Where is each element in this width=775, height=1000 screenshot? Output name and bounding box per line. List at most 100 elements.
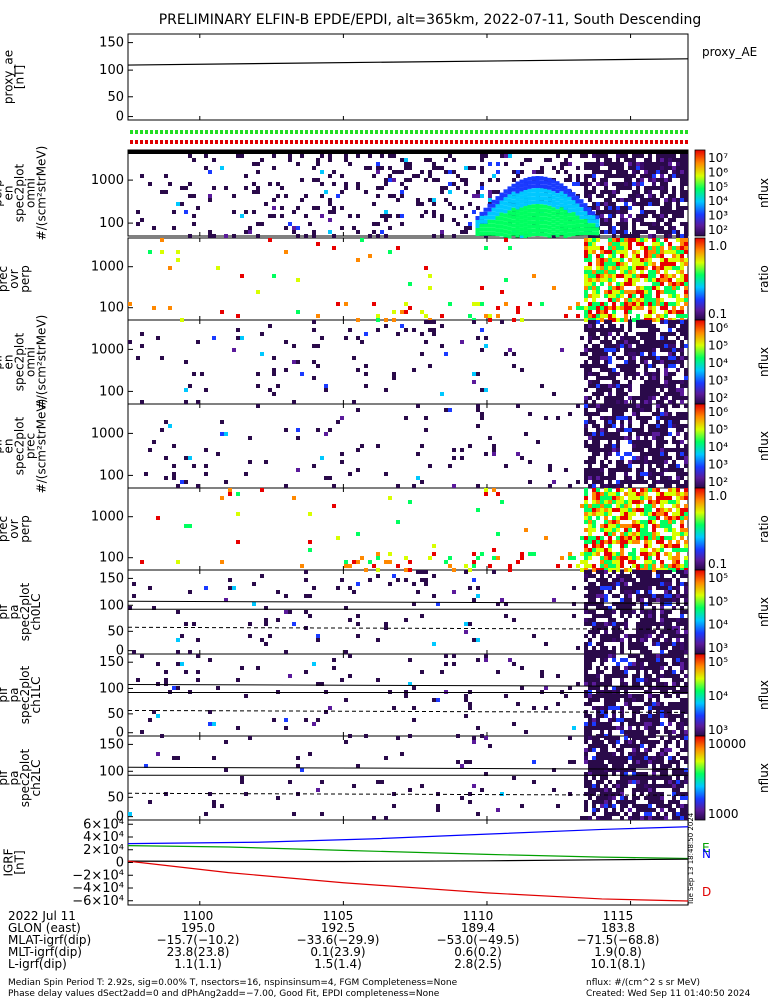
spectrogram-cell bbox=[664, 170, 668, 174]
spectrogram-cell bbox=[588, 182, 592, 186]
spectrogram-cell bbox=[524, 730, 528, 734]
spectrogram-cell bbox=[608, 674, 612, 678]
spectrogram-cell bbox=[452, 654, 456, 658]
spectrogram-cell bbox=[584, 646, 588, 650]
spectrogram-cell bbox=[584, 328, 588, 332]
spectrogram-cell bbox=[596, 238, 600, 242]
spectrogram-cell bbox=[612, 306, 616, 310]
spectrogram-cell bbox=[588, 524, 592, 528]
spectrogram-cell bbox=[628, 214, 632, 218]
spectrogram-cell bbox=[644, 436, 648, 440]
spectrogram-cell bbox=[240, 336, 244, 340]
spectrogram-cell bbox=[412, 706, 416, 710]
spectrogram-cell bbox=[672, 532, 676, 536]
spectrogram-cell bbox=[531, 208, 536, 213]
spectrogram-cell bbox=[616, 740, 620, 744]
spectrogram-cell bbox=[684, 368, 688, 372]
spectrogram-cell bbox=[632, 748, 636, 752]
spectrogram-cell bbox=[648, 336, 652, 340]
spectrogram-cell bbox=[624, 606, 628, 610]
spectrogram-cell bbox=[608, 266, 612, 270]
spectrogram-cell bbox=[600, 250, 604, 254]
spectrogram-cell bbox=[588, 166, 592, 170]
spectrogram-cell bbox=[636, 496, 640, 500]
spectrogram-cell bbox=[196, 484, 200, 488]
spectrogram-cell bbox=[628, 364, 632, 368]
spectrogram-cell bbox=[424, 178, 428, 182]
spectrogram-cell bbox=[539, 180, 544, 185]
spectrogram-cell bbox=[652, 504, 656, 508]
spectrogram-cell bbox=[640, 706, 644, 710]
spectrogram-cell bbox=[568, 556, 572, 560]
spectrogram-cell bbox=[360, 238, 364, 242]
spectrogram-cell bbox=[380, 186, 384, 190]
spectrogram-cell bbox=[624, 302, 628, 306]
spectrogram-cell bbox=[620, 388, 624, 392]
spectrogram-cell bbox=[644, 360, 648, 364]
spectrogram-cell bbox=[488, 436, 492, 440]
spectrogram-cell bbox=[620, 744, 624, 748]
spectrogram-cell bbox=[664, 598, 668, 602]
spectrogram-cell bbox=[672, 424, 676, 428]
spectrogram-cell bbox=[652, 472, 656, 476]
spectrogram-cell bbox=[559, 195, 564, 200]
spectrogram-cell bbox=[676, 254, 680, 258]
spectrogram-cell bbox=[592, 594, 596, 598]
spectrogram-cell bbox=[600, 170, 604, 174]
spectrogram-cell bbox=[356, 186, 360, 190]
spectrogram-cell bbox=[559, 211, 564, 216]
spectrogram-cell bbox=[660, 586, 664, 590]
spectrogram-cell bbox=[444, 198, 448, 202]
spectrogram-cell bbox=[652, 376, 656, 380]
spectrogram-cell bbox=[584, 560, 588, 564]
spectrogram-cell bbox=[523, 186, 528, 191]
spectrogram-cell bbox=[328, 198, 332, 202]
spectrogram-cell bbox=[496, 602, 500, 606]
completeness-dot-green bbox=[195, 130, 198, 134]
spectrogram-cell bbox=[680, 614, 684, 618]
spectrogram-cell bbox=[604, 726, 608, 730]
spectrogram-cell bbox=[580, 182, 584, 186]
spectrogram-cell bbox=[672, 500, 676, 504]
spectrogram-cell bbox=[624, 480, 628, 484]
spectrogram-cell bbox=[428, 198, 432, 202]
spectrogram-cell bbox=[656, 432, 660, 436]
spectrogram-cell bbox=[388, 552, 392, 556]
spectrogram-cell bbox=[499, 228, 504, 233]
spectrogram-cell bbox=[620, 420, 624, 424]
spectrogram-cell bbox=[664, 320, 668, 324]
spectrogram-cell bbox=[608, 190, 612, 194]
spectrogram-cell bbox=[476, 336, 480, 340]
spectrogram-cell bbox=[664, 404, 668, 408]
spectrogram-cell bbox=[600, 210, 604, 214]
spectrogram-cell bbox=[624, 602, 628, 606]
spectrogram-cell bbox=[176, 202, 180, 206]
spectrogram-cell bbox=[656, 254, 660, 258]
spectrogram-cell bbox=[608, 286, 612, 290]
spectrogram-cell bbox=[668, 302, 672, 306]
spectrogram-cell bbox=[424, 158, 428, 162]
spectrogram-cell bbox=[640, 496, 644, 500]
spectrogram-cell bbox=[408, 682, 412, 686]
spectrogram-cell bbox=[600, 416, 604, 420]
spectrogram-cell bbox=[584, 282, 588, 286]
spectrogram-cell bbox=[636, 772, 640, 776]
spectrogram-cell bbox=[672, 702, 676, 706]
y-axis-label: precovrperp bbox=[0, 515, 32, 543]
spectrogram-cell bbox=[468, 166, 472, 170]
spectrogram-cell bbox=[600, 548, 604, 552]
spectrogram-cell bbox=[592, 190, 596, 194]
spectrogram-cell bbox=[680, 622, 684, 626]
spectrogram-cell bbox=[644, 286, 648, 290]
loss-cone-line bbox=[127, 683, 689, 687]
spectrogram-cell bbox=[543, 208, 548, 213]
completeness-dot-red bbox=[680, 140, 683, 144]
spectrogram-cell bbox=[652, 618, 656, 622]
spectrogram-cell bbox=[636, 722, 640, 726]
spectrogram-cell bbox=[668, 174, 672, 178]
completeness-dot-red bbox=[320, 140, 323, 144]
completeness-dot-red bbox=[155, 140, 158, 144]
spectrogram-cell bbox=[519, 219, 524, 224]
spectrogram-cell bbox=[563, 197, 568, 202]
spectrogram-cell bbox=[608, 532, 612, 536]
